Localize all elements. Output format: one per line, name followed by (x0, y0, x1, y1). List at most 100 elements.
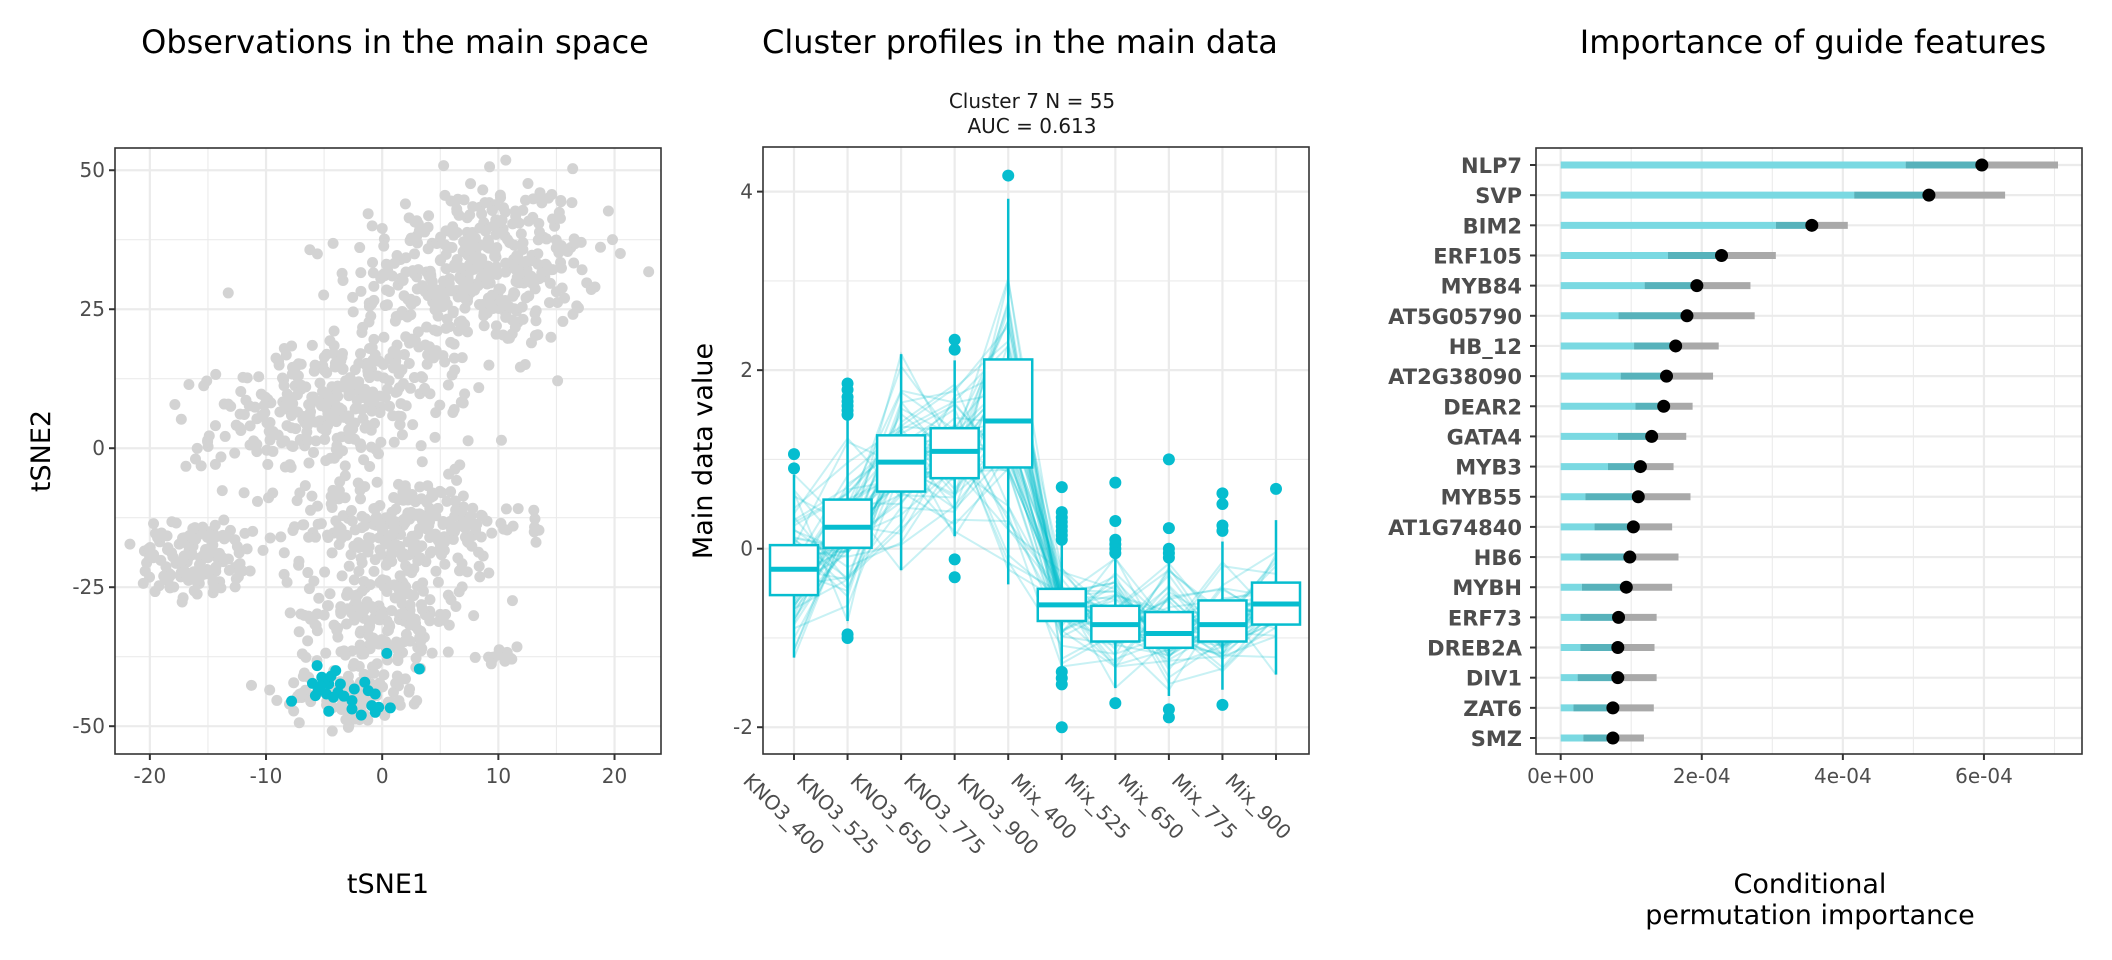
x-tick-label: 20 (602, 764, 627, 788)
scatter-point (404, 635, 416, 647)
scatter-point (346, 515, 358, 527)
feature-label: MYB55 (1441, 486, 1522, 510)
profile-line (793, 364, 1277, 661)
x-tick-label: -20 (134, 764, 167, 788)
scatter-point (287, 524, 299, 536)
importance-row-HB6 (1560, 550, 1679, 564)
scatter-point (514, 268, 526, 280)
feature-label: MYB3 (1455, 456, 1522, 480)
scatter-point (520, 292, 532, 304)
scatter-point (470, 523, 482, 535)
box-outlier (1162, 551, 1175, 564)
scatter-point (321, 389, 333, 401)
scatter-point (381, 383, 393, 395)
scatter-point (394, 418, 406, 430)
scatter-point (643, 266, 655, 278)
scatter-point (419, 339, 431, 351)
scatter-point (469, 651, 481, 663)
scatter-point (383, 375, 395, 387)
scatter-point (224, 524, 236, 536)
scatter-point (274, 406, 286, 418)
profile-line (793, 427, 1277, 670)
scatter-point (273, 355, 285, 367)
scatter-point-highlight (311, 660, 323, 672)
profile-line (793, 323, 1277, 667)
scatter-point (474, 571, 486, 583)
scatter-point (499, 294, 511, 306)
scatter-point (404, 382, 416, 394)
scatter-point (386, 515, 398, 527)
scatter-point (308, 447, 320, 459)
scatter-point (351, 611, 363, 623)
scatter-point-highlight (323, 705, 335, 717)
importance-estimate-point (1612, 610, 1626, 624)
importance-estimate-point (1606, 701, 1620, 715)
scatter-point (288, 705, 300, 717)
scatter-point (303, 583, 315, 595)
scatter-point (399, 198, 411, 210)
scatter-point (218, 514, 230, 526)
scatter-point (339, 460, 351, 472)
scatter-point (319, 566, 331, 578)
box-outlier (841, 408, 854, 421)
scatter-point (456, 318, 468, 330)
scatter-point (356, 644, 368, 656)
scatter-point (322, 420, 334, 432)
y-tick-label: 0 (740, 537, 753, 561)
scatter-point (310, 435, 322, 447)
scatter-point (355, 701, 367, 713)
profile-line (793, 450, 1277, 692)
scatter-point (424, 547, 436, 559)
scatter-point (406, 298, 418, 310)
scatter-point (335, 523, 347, 535)
profile-line (793, 317, 1277, 657)
scatter-point (461, 326, 473, 338)
importance-gridlines (1536, 148, 2082, 754)
scatter-point (430, 407, 442, 419)
profile-line (793, 442, 1277, 636)
profile-line (793, 303, 1277, 666)
scatter-point (507, 520, 519, 532)
scatter-point (520, 255, 532, 267)
scatter-point (456, 352, 468, 364)
scatter-point (388, 436, 400, 448)
x-tick-label: 6e-04 (1955, 764, 2013, 788)
scatter-point (356, 557, 368, 569)
profile-line (793, 429, 1277, 639)
scatter-point (381, 538, 393, 550)
importance-estimate-point (1633, 460, 1647, 474)
scatter-point (347, 291, 359, 303)
box-outlier (1216, 498, 1229, 511)
profile-line (793, 429, 1277, 690)
scatter-point (552, 375, 564, 387)
scatter-point (435, 231, 447, 243)
scatter-point (197, 521, 209, 533)
scatter-point (509, 287, 521, 299)
scatter-point (493, 218, 505, 230)
scatter-point (371, 476, 383, 488)
scatter-point-highlight (309, 690, 321, 702)
scatter-point (194, 571, 206, 583)
scatter-point (380, 284, 392, 296)
box-outlier (1002, 169, 1015, 182)
scatter-point (354, 242, 366, 254)
scatter-point (375, 436, 387, 448)
scatter-point (528, 276, 540, 288)
scatter-point (462, 435, 474, 447)
scatter-point (567, 163, 579, 175)
scatter-point (342, 670, 354, 682)
scatter-point (532, 329, 544, 341)
scatter-point (206, 545, 218, 557)
scatter-point (473, 382, 485, 394)
profile-line (793, 416, 1277, 676)
scatter-point (451, 474, 463, 486)
scatter-point (515, 228, 527, 240)
scatter-point (169, 399, 181, 411)
scatter-point (447, 307, 459, 319)
scatter-point (137, 577, 149, 589)
y-tick-label: 2 (740, 358, 753, 382)
scatter-point (336, 351, 348, 363)
scatter-point (262, 458, 274, 470)
importance-estimate-point (1660, 369, 1674, 383)
scatter-point (397, 589, 409, 601)
